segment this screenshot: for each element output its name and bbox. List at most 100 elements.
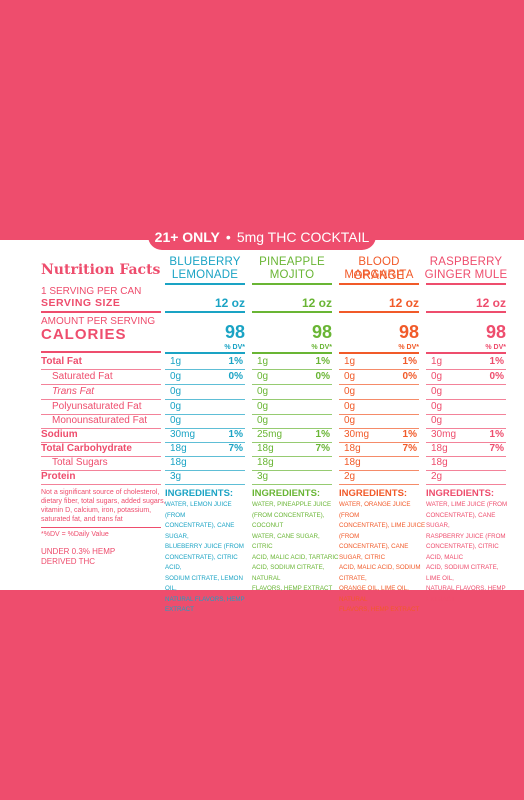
ingredients-line: CONCENTRATE), CANE SUGAR, [426, 511, 496, 530]
nutrient-value: 25mg [257, 429, 283, 440]
ingredients-line: WATER, LEMON JUICE (FROM [165, 501, 232, 519]
row-rule [252, 399, 332, 400]
serving-size-value: 12 oz [214, 296, 245, 310]
nutrient-value: 0g [170, 386, 182, 397]
row-rule [426, 369, 506, 370]
calories-value: 98 [224, 322, 245, 342]
ingredients-line: SODIUM CITRATE, LEMON OIL, [165, 574, 243, 593]
divider [165, 283, 245, 285]
divider [252, 352, 332, 354]
row-rule [252, 428, 332, 429]
nutrient-value: 1g [431, 356, 443, 367]
nutrient-dv: 1% [315, 429, 330, 440]
nutrient-dv: 1% [489, 356, 504, 367]
dv-header: % DV* [224, 344, 245, 351]
nutrient-value: 0g [344, 401, 356, 412]
row-rule [165, 456, 245, 457]
footnote-line: saturated fat, and trans fat [41, 516, 123, 523]
row-rule [252, 414, 332, 415]
nutrient-value: 18g [257, 443, 274, 454]
nutrient-value: 0g [431, 415, 443, 426]
nutrient-dv: 7% [402, 443, 417, 454]
row-rule [426, 384, 506, 385]
row-rule [252, 456, 332, 457]
ingredients-line: WATER, LIME JUICE (FROM [426, 501, 508, 508]
nutrient-value: 1g [257, 356, 269, 367]
hemp-line: UNDER 0.3% HEMP [41, 547, 116, 556]
row-rule [41, 428, 161, 429]
product-name: GINGER MULE [424, 269, 508, 281]
row-rule [426, 484, 506, 485]
divider [339, 352, 419, 354]
separator-dot: • [225, 229, 231, 245]
row-rule [165, 414, 245, 415]
row-rule [41, 369, 161, 370]
row-rule [426, 456, 506, 457]
divider [165, 352, 245, 354]
nutrient-dv: 0% [315, 371, 330, 382]
ingredients-line: WATER, ORANGE JUICE (FROM [339, 501, 411, 519]
divider [426, 283, 506, 285]
thc-label: 5mg THC COCKTAIL [236, 229, 370, 245]
row-rule [339, 369, 419, 370]
nutrient-value: 0g [344, 371, 356, 382]
serving-size-value: 12 oz [301, 296, 332, 310]
hemp-line: DERIVED THC [41, 557, 96, 566]
nutrient-value: 0g [170, 401, 182, 412]
trans-fat-label: Trans Fat [52, 386, 95, 397]
ingredients-title: INGREDIENTS: [165, 488, 234, 499]
row-rule [252, 484, 332, 485]
total-fat-label: Total Fat [41, 356, 82, 367]
nutrient-value: 3g [257, 471, 269, 482]
calories-label: CALORIES [41, 326, 127, 343]
row-rule [339, 456, 419, 457]
row-rule [426, 414, 506, 415]
nutrient-value: 0g [257, 371, 269, 382]
divider [41, 527, 161, 528]
product-name: BLOOD ORANGE [353, 256, 405, 282]
poly-fat-label: Polyunsaturated Fat [52, 401, 142, 412]
row-rule [165, 399, 245, 400]
saturated-fat-label: Saturated Fat [52, 371, 113, 382]
divider [41, 351, 161, 353]
row-rule [41, 399, 161, 400]
row-rule [426, 442, 506, 443]
product-name: MOJITO [269, 269, 315, 281]
ingredients-line: CONCENTRATE), CITRIC ACID, MALIC [426, 543, 499, 561]
nutrient-value: 0g [431, 401, 443, 412]
footnote: Not a significant source of cholesterol,… [41, 488, 166, 524]
ingredients-text: WATER, PINEAPPLE JUICE (FROM CONCENTRATE)… [252, 500, 340, 595]
ingredients-text: WATER, LEMON JUICE (FROM CONCENTRATE), CA… [165, 500, 253, 616]
row-rule [41, 456, 161, 457]
row-rule [339, 470, 419, 471]
row-rule [339, 414, 419, 415]
nutrient-dv: 1% [402, 356, 417, 367]
sodium-label: Sodium [41, 429, 78, 440]
servings-per-can: 1 SERVING PER CAN [41, 286, 142, 297]
dv-header: % DV* [485, 344, 506, 351]
nutrient-dv: 7% [315, 443, 330, 454]
serving-size-value: 12 oz [475, 296, 506, 310]
nutrient-value: 18g [170, 443, 187, 454]
row-rule [252, 384, 332, 385]
nutrient-dv: 1% [489, 429, 504, 440]
nutrient-value: 1g [344, 356, 356, 367]
ingredients-line: CONCENTRATE), CITRIC ACID, [165, 553, 238, 572]
divider [252, 283, 332, 285]
row-rule [165, 484, 245, 485]
ingredients-line: WATER, CANE SUGAR, CITRIC [252, 532, 320, 551]
nutrient-dv: 1% [402, 429, 417, 440]
divider [252, 311, 332, 313]
ingredients-line: CONCENTRATE), LIME JUICE (FROM [339, 522, 426, 540]
nutrient-dv: 1% [315, 356, 330, 367]
row-rule [165, 442, 245, 443]
ingredients-line: (FROM CONCENTRATE), COCONUT [252, 511, 325, 530]
dv-header: % DV* [398, 344, 419, 351]
nutrient-value: 18g [344, 457, 361, 468]
divider [41, 311, 161, 313]
nutrient-value: 0g [344, 386, 356, 397]
nutrient-dv: 1% [228, 429, 243, 440]
hemp-note: UNDER 0.3% HEMP DERIVED THC [41, 547, 115, 567]
divider [426, 311, 506, 313]
nutrient-dv: 7% [489, 443, 504, 454]
